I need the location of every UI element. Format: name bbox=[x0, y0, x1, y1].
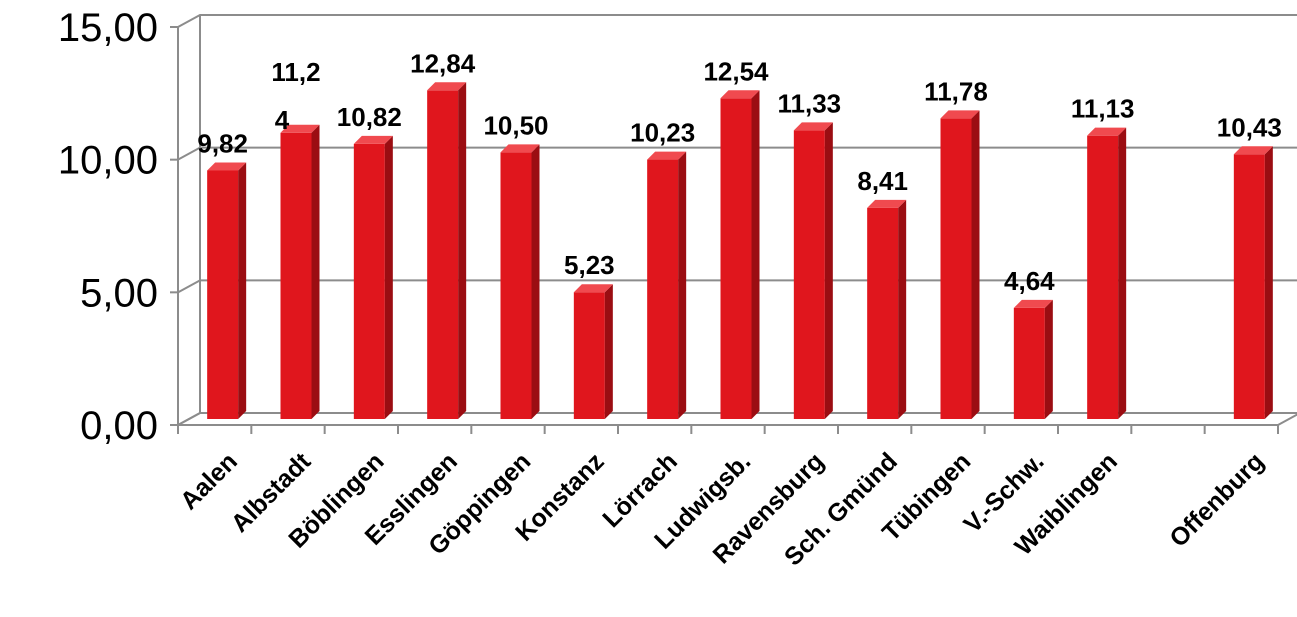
data-label: 10,43 bbox=[1217, 112, 1282, 142]
bar bbox=[940, 110, 980, 420]
bar bbox=[427, 82, 467, 419]
bar bbox=[280, 124, 320, 420]
x-axis-ticks: AalenAlbstadtBöblingenEsslingenGöppingen… bbox=[175, 447, 1270, 571]
bar bbox=[1233, 146, 1273, 420]
data-labels: 9,82 11,2 4 10,82 12,84 10,50 5,23 10,23 12,54 11… bbox=[197, 48, 1282, 296]
bar bbox=[720, 90, 760, 419]
data-label: 10,23 bbox=[630, 118, 695, 148]
data-label: 11,2 4 bbox=[271, 57, 320, 135]
data-label: 10,50 bbox=[483, 110, 548, 140]
bar bbox=[867, 199, 907, 419]
bar bbox=[353, 135, 393, 419]
gridline bbox=[177, 412, 1297, 426]
x-tick-label: Aalen bbox=[175, 447, 243, 515]
bars bbox=[207, 82, 1273, 420]
bar bbox=[207, 162, 247, 419]
data-label: 10,82 bbox=[337, 102, 402, 132]
data-label: 11,13 bbox=[1071, 94, 1135, 124]
left-wall-edge bbox=[177, 15, 201, 426]
gridlines bbox=[170, 14, 1297, 434]
bar bbox=[1013, 299, 1053, 419]
bar bbox=[500, 144, 540, 419]
data-label: 12,54 bbox=[703, 56, 769, 86]
y-tick-label: 0,00 bbox=[80, 404, 158, 448]
data-label: 11,78 bbox=[924, 76, 988, 106]
bar bbox=[573, 284, 613, 419]
y-tick-label: 10,00 bbox=[58, 139, 158, 183]
bar bbox=[647, 151, 687, 419]
gridline bbox=[177, 14, 1297, 28]
y-tick-label: 15,00 bbox=[58, 6, 158, 50]
bar bbox=[793, 122, 833, 420]
data-label: 9,82 bbox=[197, 128, 248, 158]
data-label: 8,41 bbox=[857, 166, 908, 196]
data-label: 12,84 bbox=[410, 48, 476, 78]
gridline bbox=[177, 146, 1297, 161]
y-axis-ticks: 0,00 5,00 10,00 15,00 bbox=[58, 6, 158, 448]
x-tick-label: Offenburg bbox=[1164, 447, 1269, 552]
data-label: 11,33 bbox=[778, 88, 842, 118]
gridline bbox=[177, 279, 1297, 294]
data-label: 5,23 bbox=[564, 250, 615, 280]
y-tick-label: 5,00 bbox=[80, 271, 158, 315]
data-label: 4,64 bbox=[1004, 266, 1055, 296]
bar bbox=[1087, 127, 1127, 420]
